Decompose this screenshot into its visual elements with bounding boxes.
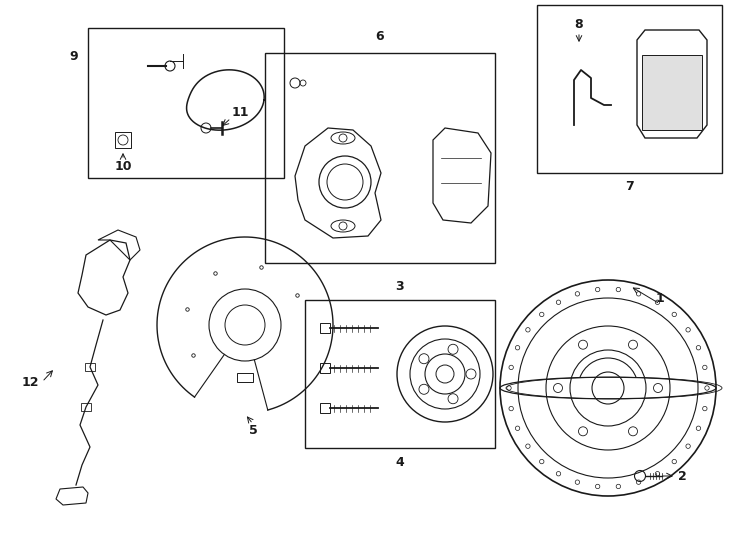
Polygon shape [642, 55, 702, 130]
Text: 3: 3 [396, 280, 404, 293]
Text: 5: 5 [249, 423, 258, 436]
Text: 9: 9 [70, 50, 79, 63]
Bar [320, 403, 330, 413]
Text: 7: 7 [625, 180, 633, 193]
Bar [115, 132, 131, 148]
Text: 12: 12 [21, 375, 39, 388]
Text: 11: 11 [231, 106, 249, 119]
Bar [85, 363, 95, 371]
Bar [305, 300, 495, 448]
Bar [320, 363, 330, 373]
Text: 10: 10 [115, 159, 131, 172]
Bar [265, 53, 495, 263]
Bar [88, 28, 284, 178]
Text: 1: 1 [655, 292, 664, 305]
Bar [81, 403, 91, 411]
Bar [237, 373, 253, 382]
Text: 8: 8 [575, 18, 584, 31]
Bar [537, 5, 722, 173]
Bar [320, 323, 330, 333]
Text: 2: 2 [677, 469, 686, 483]
Text: 6: 6 [376, 30, 385, 44]
Text: 4: 4 [396, 456, 404, 469]
